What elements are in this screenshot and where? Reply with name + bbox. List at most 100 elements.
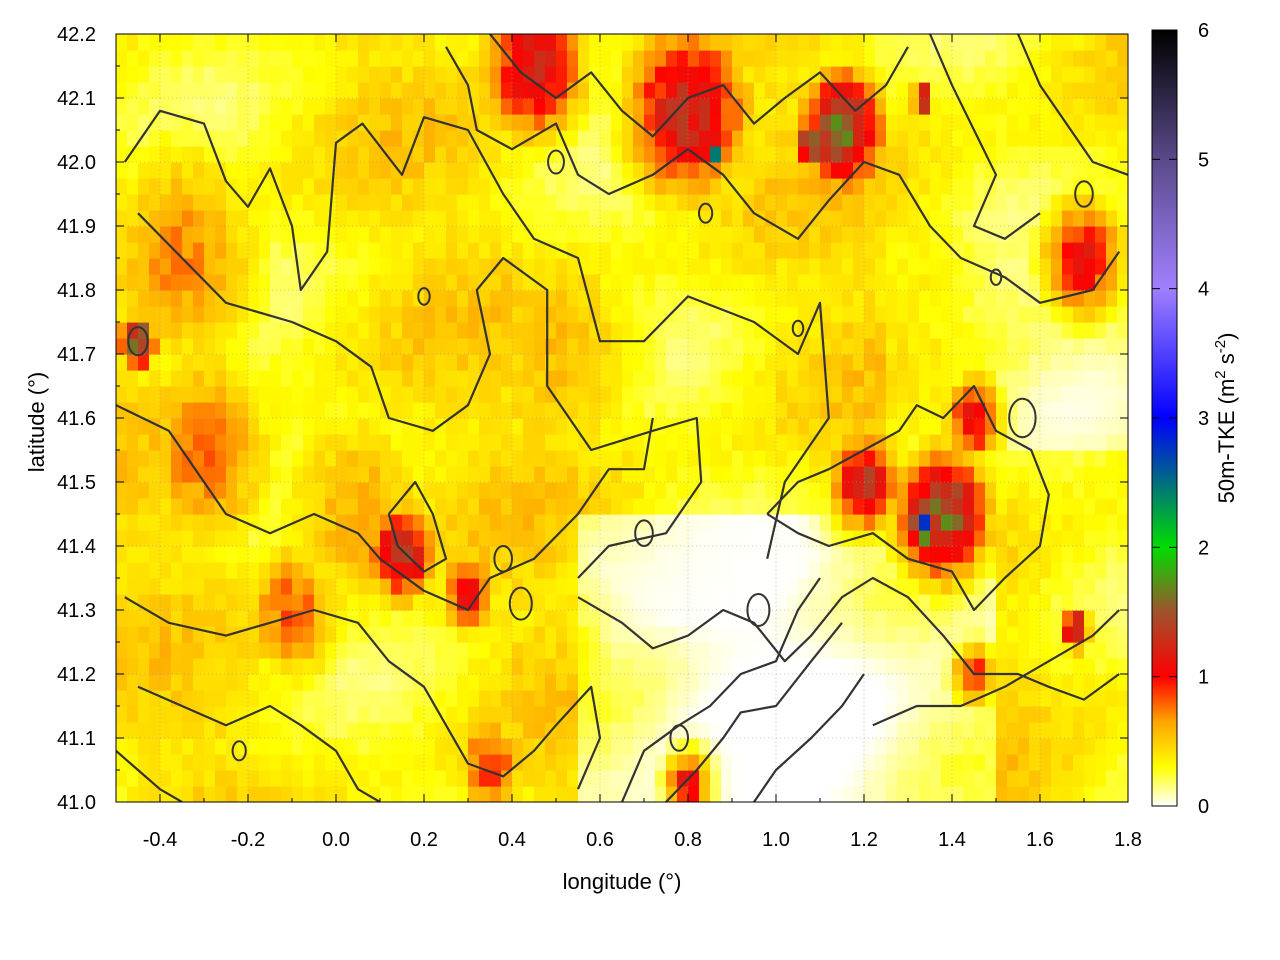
heat-cell [611, 738, 623, 755]
heat-cell [743, 146, 755, 163]
heat-cell [820, 690, 832, 707]
heat-cell [721, 450, 733, 467]
heat-cell [402, 274, 414, 291]
heat-cell [688, 114, 700, 131]
heat-cell [798, 162, 810, 179]
heat-cell [963, 722, 975, 739]
heat-cell [512, 466, 524, 483]
heat-cell [479, 674, 491, 691]
heat-cell [226, 306, 238, 323]
heat-cell [413, 402, 425, 419]
heat-cell [215, 482, 227, 499]
heat-cell [732, 594, 744, 611]
heat-cell [358, 114, 370, 131]
heat-cell [545, 274, 557, 291]
heat-cell [985, 98, 997, 115]
heat-cell [622, 146, 634, 163]
heat-cell [578, 130, 590, 147]
heat-cell [644, 450, 656, 467]
heat-cell [1018, 786, 1030, 802]
heat-cell [611, 322, 623, 339]
heat-cell [182, 226, 194, 243]
heat-cell [116, 626, 128, 643]
heat-cell [1007, 578, 1019, 595]
heat-cell [655, 626, 667, 643]
heat-cell [281, 514, 293, 531]
heat-cell [875, 594, 887, 611]
heat-cell [556, 498, 568, 515]
heat-cell [1073, 354, 1085, 371]
heat-cell [457, 322, 469, 339]
heat-cell [930, 66, 942, 83]
heat-cell [116, 242, 128, 259]
heat-cell [1084, 626, 1096, 643]
heat-cell [424, 402, 436, 419]
heat-cell [226, 594, 238, 611]
heat-cell [611, 34, 623, 51]
heat-cell [633, 274, 645, 291]
heat-cell [600, 546, 612, 563]
heat-cell [589, 322, 601, 339]
heat-cell [116, 162, 128, 179]
heat-cell [402, 450, 414, 467]
heat-cell [248, 226, 260, 243]
heat-cell [501, 450, 513, 467]
heat-cell [523, 226, 535, 243]
heat-cell [237, 98, 249, 115]
heat-cell [732, 402, 744, 419]
heat-cell [732, 530, 744, 547]
heat-cell [985, 466, 997, 483]
heat-cell [930, 402, 942, 419]
heat-cell [1007, 546, 1019, 563]
heat-cell [776, 402, 788, 419]
heat-cell [358, 770, 370, 787]
heat-cell [347, 418, 359, 435]
heat-cell [677, 130, 689, 147]
heat-cell [941, 306, 953, 323]
heat-cell [787, 34, 799, 51]
heat-cell [875, 786, 887, 802]
heat-cell [710, 530, 722, 547]
heat-cell [710, 674, 722, 691]
heat-cell [820, 482, 832, 499]
heat-cell [1106, 626, 1118, 643]
heat-cell [787, 274, 799, 291]
heat-cell [402, 354, 414, 371]
heat-cell [655, 258, 667, 275]
heat-cell [556, 786, 568, 802]
heat-cell [1095, 194, 1107, 211]
heat-cell [754, 66, 766, 83]
heat-cell [424, 786, 436, 802]
heat-cell [160, 258, 172, 275]
heat-cell [732, 514, 744, 531]
heat-cell [248, 482, 260, 499]
heat-cell [391, 290, 403, 307]
heat-cell [1073, 146, 1085, 163]
heat-cell [809, 642, 821, 659]
heat-cell [820, 658, 832, 675]
heat-cell [1007, 130, 1019, 147]
heat-cell [237, 66, 249, 83]
heat-cell [303, 418, 315, 435]
heat-cell [138, 130, 150, 147]
heat-cell [402, 306, 414, 323]
heat-cell [578, 706, 590, 723]
heat-cell [996, 610, 1008, 627]
heat-cell [248, 642, 260, 659]
heat-cell [842, 354, 854, 371]
heat-cell [204, 354, 216, 371]
heat-cell [391, 434, 403, 451]
heat-cell [446, 322, 458, 339]
heat-cell [215, 354, 227, 371]
heat-cell [644, 434, 656, 451]
heat-cell [919, 722, 931, 739]
heat-cell [864, 690, 876, 707]
heat-cell [336, 386, 348, 403]
heat-cell [226, 514, 238, 531]
heat-cell [787, 754, 799, 771]
heat-cell [765, 34, 777, 51]
heat-cell [853, 82, 865, 99]
heat-cell [556, 450, 568, 467]
heat-cell [501, 258, 513, 275]
heat-cell [831, 466, 843, 483]
